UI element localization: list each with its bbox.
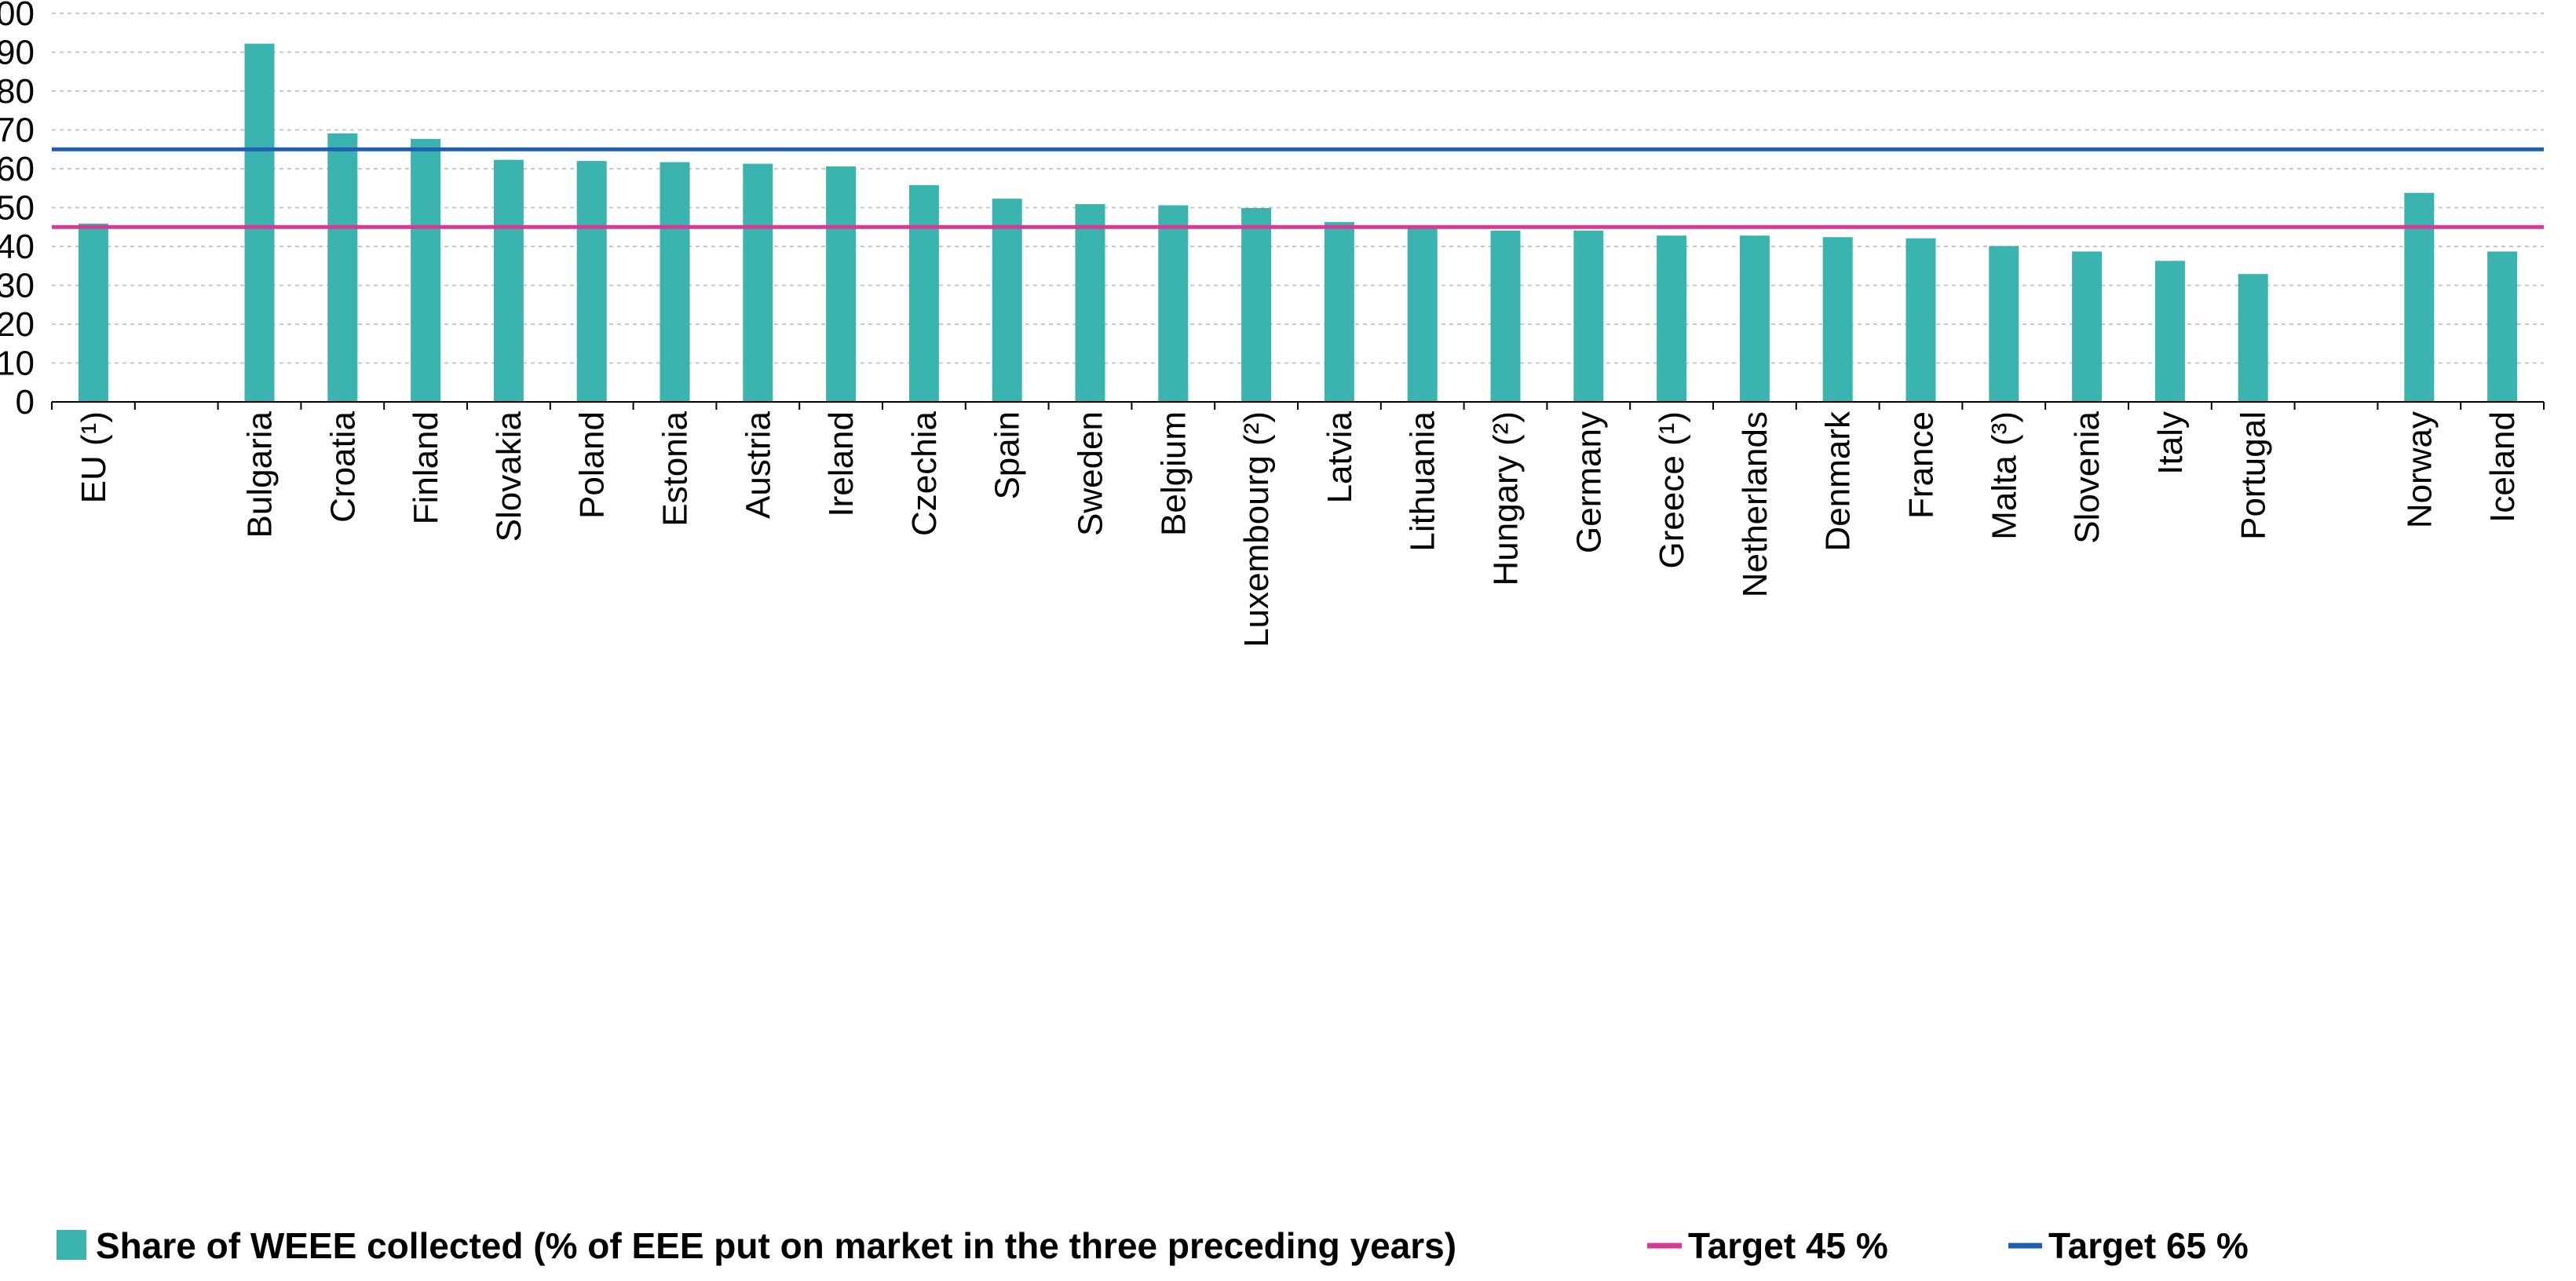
x-category-label: Greece (¹) bbox=[1653, 411, 1691, 568]
y-tick-label: 60 bbox=[0, 150, 35, 188]
x-category-label: Spain bbox=[988, 411, 1027, 500]
x-category-label: Portugal bbox=[2234, 411, 2273, 540]
y-tick-label: 100 bbox=[0, 0, 35, 33]
x-category-label: Malta (³) bbox=[1985, 411, 2023, 540]
x-category-label: Iceland bbox=[2483, 411, 2522, 523]
x-category-label: Estonia bbox=[656, 411, 695, 526]
x-category-label: Norway bbox=[2400, 411, 2439, 528]
x-category-label: Poland bbox=[573, 411, 612, 519]
y-tick-label: 50 bbox=[0, 189, 35, 228]
bars bbox=[78, 43, 2518, 403]
y-tick-label: 70 bbox=[0, 111, 35, 150]
bar bbox=[244, 43, 275, 403]
x-category-label: Finland bbox=[407, 411, 445, 524]
legend-label-target-65: Target 65 % bbox=[2048, 1225, 2249, 1266]
x-category-label: Hungary (²) bbox=[1487, 411, 1526, 586]
x-category-label: Slovenia bbox=[2068, 411, 2106, 543]
bar bbox=[78, 223, 108, 402]
bar bbox=[1158, 205, 1189, 402]
y-tick-label: 0 bbox=[16, 383, 35, 422]
x-category-label: Belgium bbox=[1154, 411, 1193, 536]
legend: Share of WEEE collected (% of EEE put on… bbox=[57, 1225, 2249, 1266]
bar bbox=[1490, 230, 1521, 402]
bar bbox=[327, 133, 358, 402]
y-tick-label: 20 bbox=[0, 305, 35, 344]
bar bbox=[1573, 230, 1604, 402]
bar bbox=[1657, 235, 1687, 402]
bar bbox=[743, 163, 773, 402]
bar bbox=[2487, 251, 2518, 402]
bar bbox=[1241, 207, 1272, 402]
bar bbox=[1989, 246, 2019, 402]
bar bbox=[2404, 192, 2435, 402]
x-category-label: Luxembourg (²) bbox=[1237, 411, 1276, 648]
x-category-label: Austria bbox=[739, 411, 777, 518]
legend-label-target-45: Target 45 % bbox=[1688, 1225, 1888, 1266]
bar bbox=[493, 159, 524, 403]
x-category-label: Sweden bbox=[1072, 411, 1110, 536]
x-category-label: Denmark bbox=[1819, 411, 1858, 551]
x-category-label: Germany bbox=[1569, 411, 1608, 553]
y-tick-label: 90 bbox=[0, 34, 35, 72]
x-category-label: Bulgaria bbox=[241, 411, 280, 538]
bar bbox=[1324, 221, 1354, 402]
x-category-label: Latvia bbox=[1321, 411, 1359, 503]
x-axis-category-labels: EU (¹) Bulgaria Croatia Finland Slovakia Pola… bbox=[75, 411, 2522, 648]
bar bbox=[1407, 227, 1438, 402]
x-category-label: Ireland bbox=[822, 411, 860, 517]
y-tick-label: 10 bbox=[0, 345, 35, 383]
bar bbox=[2238, 274, 2268, 402]
y-axis-tick-labels: 0102030405060708090100 bbox=[0, 0, 35, 422]
bar bbox=[660, 162, 690, 402]
legend-swatch-weee-share bbox=[57, 1230, 86, 1260]
x-axis bbox=[51, 401, 2545, 410]
bar bbox=[2154, 261, 2185, 402]
x-category-label: France bbox=[1902, 411, 1941, 519]
bar bbox=[411, 138, 441, 402]
bar bbox=[992, 199, 1022, 403]
x-category-label: EU (¹) bbox=[75, 411, 113, 503]
x-category-label: Netherlands bbox=[1736, 411, 1774, 597]
y-tick-label: 40 bbox=[0, 228, 35, 266]
bar bbox=[908, 184, 939, 403]
y-tick-label: 30 bbox=[0, 267, 35, 305]
legend-label-weee-share: Share of WEEE collected (% of EEE put on… bbox=[96, 1225, 1456, 1266]
x-category-label: Lithuania bbox=[1404, 411, 1442, 551]
bar bbox=[2072, 251, 2103, 402]
x-category-label: Slovakia bbox=[490, 411, 528, 542]
x-category-label: Italy bbox=[2151, 411, 2190, 475]
bar bbox=[1822, 237, 1853, 402]
x-category-label: Czechia bbox=[905, 411, 944, 535]
y-tick-label: 80 bbox=[0, 72, 35, 111]
x-category-label: Croatia bbox=[323, 411, 362, 522]
target-lines bbox=[52, 147, 2544, 229]
bar bbox=[576, 161, 607, 402]
bar bbox=[826, 166, 857, 402]
bar bbox=[1075, 204, 1105, 402]
bar bbox=[1906, 238, 1936, 402]
bar bbox=[1739, 235, 1770, 402]
